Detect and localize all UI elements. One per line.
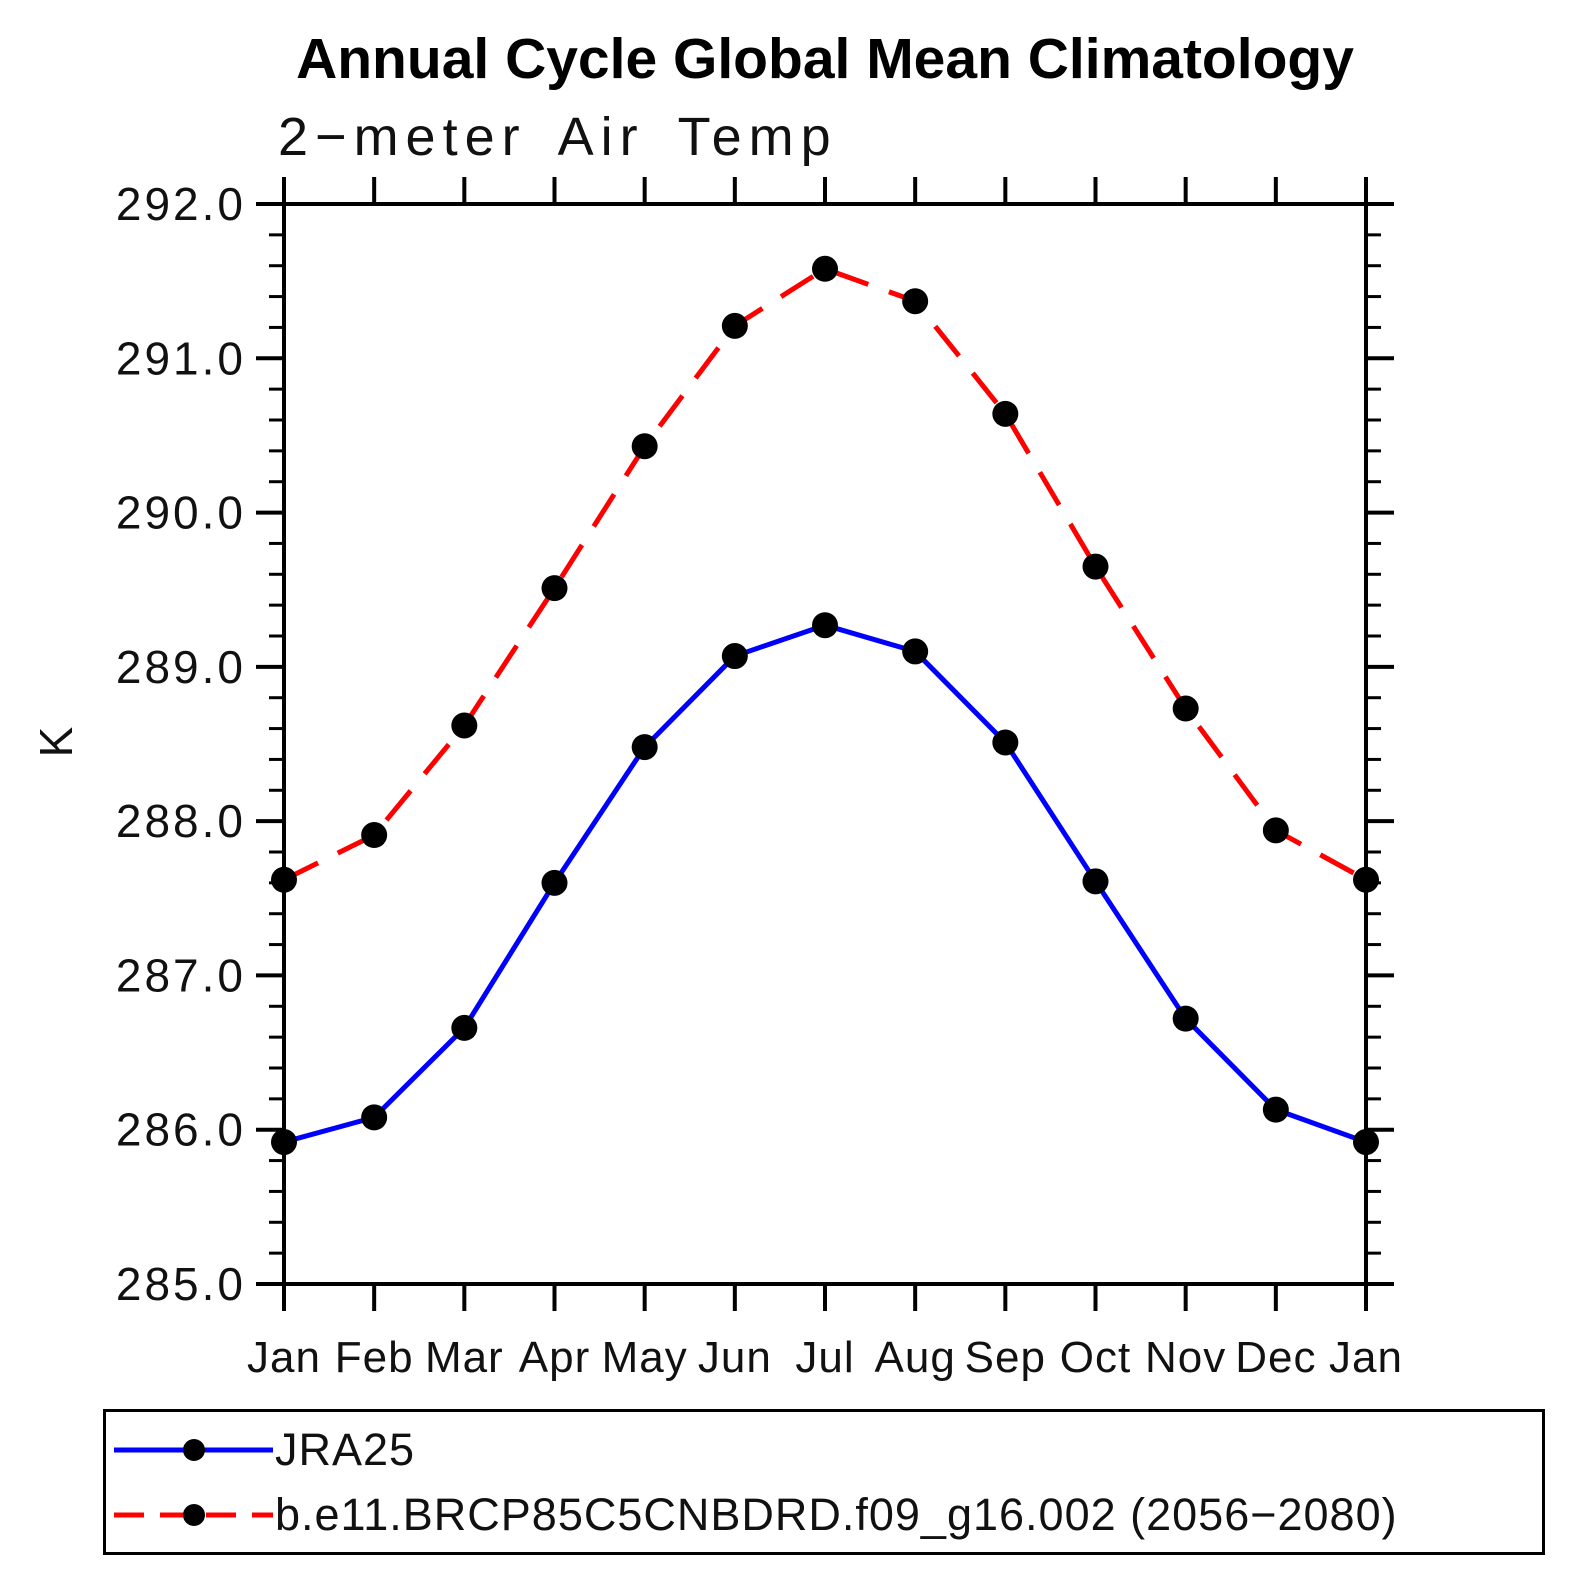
series-line-0 xyxy=(283,622,1367,1145)
legend: JRA25 b.e11.BRCP85C5CNBDRD.f09_g16.002 (… xyxy=(103,1409,1545,1555)
data-point-0-Sep xyxy=(992,729,1019,756)
data-point-1-Feb xyxy=(361,822,388,849)
data-point-1-Nov xyxy=(1172,695,1199,722)
y-axis-tick-label: 288.0 xyxy=(116,795,246,847)
y-axis-tick-label: 290.0 xyxy=(116,487,246,539)
y-axis-tick-label: 289.0 xyxy=(116,641,246,693)
x-axis-tick-label: Jul xyxy=(795,1333,854,1382)
x-axis-tick-label: Jan xyxy=(247,1333,321,1382)
y-axis-tick-label: 291.0 xyxy=(116,332,246,384)
data-point-0-Jan xyxy=(1353,1129,1379,1156)
data-point-1-Aug xyxy=(902,288,929,315)
legend-row-model: b.e11.BRCP85C5CNBDRD.f09_g16.002 (2056−2… xyxy=(111,1482,1542,1547)
x-axis-tick-label: Sep xyxy=(965,1333,1046,1382)
data-point-0-Aug xyxy=(902,638,929,665)
data-point-0-Oct xyxy=(1082,868,1109,895)
legend-sample-line-dashed xyxy=(114,1503,273,1526)
x-axis-tick-label: Mar xyxy=(425,1333,504,1382)
x-axis-tick-label: Dec xyxy=(1235,1333,1316,1382)
series-line-1 xyxy=(282,266,1368,883)
axes: 285.0 286.0 287.0 288.0 289.0 290.0 291.0 292.0… xyxy=(116,177,1403,1382)
data-point-0-Feb xyxy=(361,1104,388,1131)
y-axis-tick-label: 292.0 xyxy=(116,178,246,230)
data-point-0-Jun xyxy=(721,643,748,670)
y-axis-tick-label: 286.0 xyxy=(116,1104,246,1156)
y-axis-tick-label: 287.0 xyxy=(116,949,246,1001)
x-axis-tick-label: Apr xyxy=(519,1333,590,1382)
data-point-0-Apr xyxy=(541,869,568,896)
y-axis-tick-label: 285.0 xyxy=(116,1258,246,1310)
x-axis-tick-label: Nov xyxy=(1145,1333,1226,1382)
data-point-1-Jun xyxy=(721,312,748,339)
chart-title: Annual Cycle Global Mean Climatology xyxy=(296,27,1354,91)
data-point-0-Nov xyxy=(1172,1005,1199,1032)
data-point-0-Dec xyxy=(1262,1096,1289,1123)
x-axis-tick-label: Jun xyxy=(698,1333,772,1382)
data-series xyxy=(271,255,1379,1156)
data-point-0-Mar xyxy=(451,1014,478,1041)
data-point-1-Apr xyxy=(541,575,568,602)
legend-row-jra25: JRA25 xyxy=(111,1417,1542,1482)
x-axis-tick-label: Oct xyxy=(1060,1333,1131,1382)
x-axis-tick-label: May xyxy=(602,1333,688,1382)
data-point-1-Jan xyxy=(271,866,297,893)
data-point-1-Jul xyxy=(812,255,838,282)
data-point-0-May xyxy=(631,734,658,761)
x-axis-tick-label: Feb xyxy=(335,1333,414,1382)
data-point-1-Sep xyxy=(992,400,1019,427)
data-point-0-Jan xyxy=(271,1129,297,1156)
chart-subtitle: 2−meter Air Temp xyxy=(278,107,838,167)
legend-sample-line-solid xyxy=(114,1438,273,1461)
data-point-1-Oct xyxy=(1082,553,1109,580)
data-point-1-Jan xyxy=(1353,866,1379,893)
data-point-0-Jul xyxy=(812,612,838,639)
x-axis-tick-label: Jan xyxy=(1329,1333,1403,1382)
x-axis-tick-label: Aug xyxy=(875,1333,956,1382)
legend-label-model: b.e11.BRCP85C5CNBDRD.f09_g16.002 (2056−2… xyxy=(275,1488,1398,1540)
data-point-1-Mar xyxy=(451,712,478,739)
data-point-1-May xyxy=(631,433,658,460)
data-point-1-Dec xyxy=(1262,817,1289,844)
legend-label-jra25: JRA25 xyxy=(275,1423,416,1475)
